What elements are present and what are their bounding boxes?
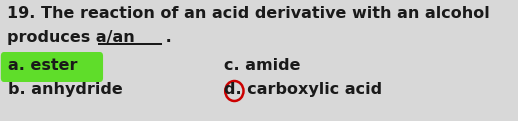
Text: produces a/an: produces a/an <box>7 30 134 45</box>
FancyBboxPatch shape <box>1 52 103 82</box>
Text: a. ester: a. ester <box>8 58 78 73</box>
Text: 19. The reaction of an acid derivative with an alcohol: 19. The reaction of an acid derivative w… <box>7 6 490 21</box>
Text: d. carboxylic acid: d. carboxylic acid <box>224 82 382 97</box>
Text: .: . <box>160 30 171 45</box>
Text: c. amide: c. amide <box>224 58 301 73</box>
Text: b. anhydride: b. anhydride <box>8 82 123 97</box>
Text: ________: ________ <box>98 30 162 45</box>
